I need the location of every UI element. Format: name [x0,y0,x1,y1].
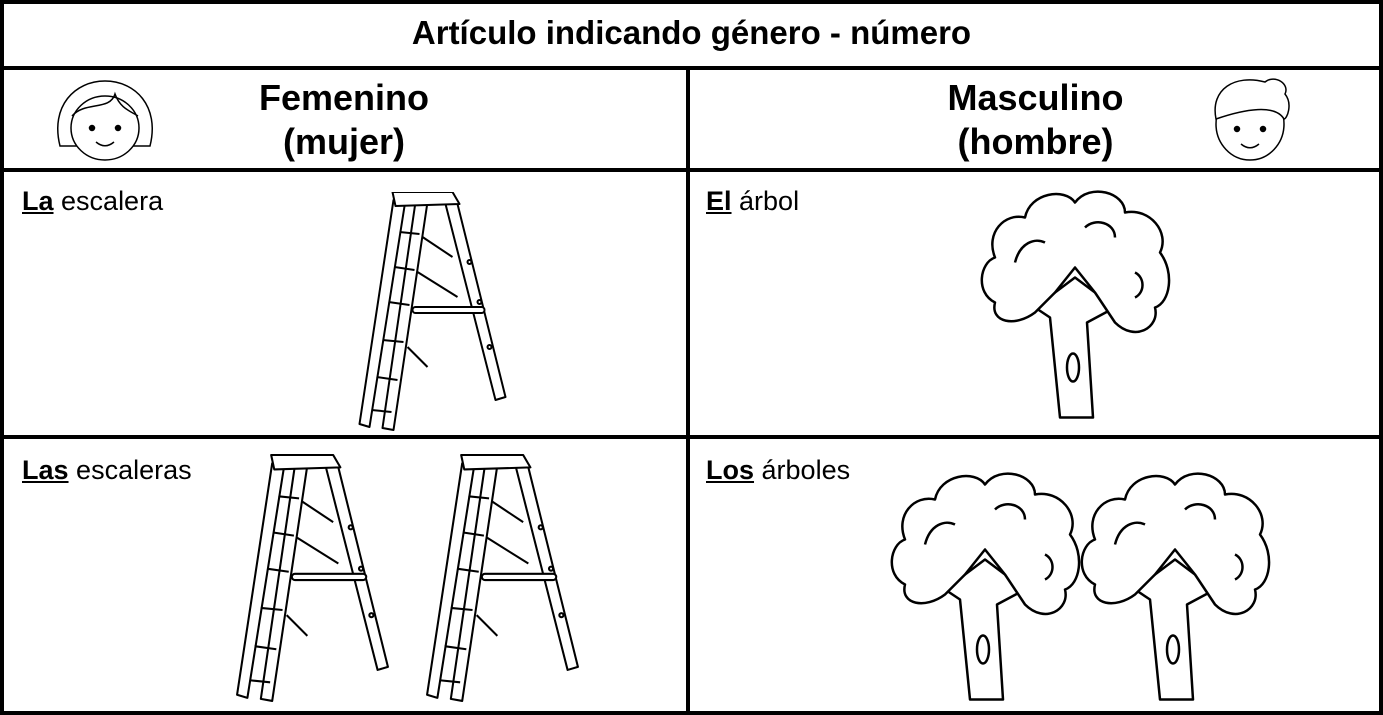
header-sublabel: (hombre) [957,121,1114,162]
title: Artículo indicando género - número [411,14,972,51]
tree-image [975,180,1175,425]
ladder-image [235,450,390,708]
tree-image [1075,462,1275,707]
cell-text: La escalera [22,186,163,217]
noun: escaleras [76,455,192,485]
cell-text: El árbol [706,186,799,217]
header-label: Masculino [947,77,1124,118]
header-left: Femenino (mujer) [0,76,688,164]
article: La [22,186,54,216]
cell-text: Los árboles [706,455,850,486]
column-line [686,68,690,715]
article: Las [22,455,69,485]
boy-icon [1195,74,1305,164]
article: Los [706,455,755,485]
row-line [0,168,1383,172]
header-right: Masculino (hombre) [688,76,1383,164]
row-line [0,435,1383,439]
cell-text: Las escaleras [22,455,192,486]
ladder-image [355,192,510,432]
header-label: Femenino [258,77,429,118]
header-sublabel: (mujer) [282,121,405,162]
tree-image [885,462,1085,707]
row-line [0,66,1383,70]
article: El [706,186,732,216]
girl-icon [50,76,160,166]
noun: escalera [61,186,164,216]
noun: árbol [739,186,800,216]
noun: árboles [761,455,851,485]
ladder-image [425,450,580,708]
